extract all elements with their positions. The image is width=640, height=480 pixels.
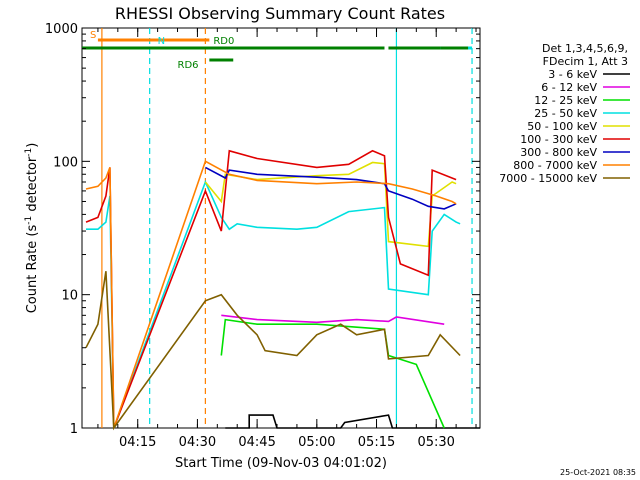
attenuator-bars: S N RD0 RD6 [82,30,473,71]
x-tick-label: 04:45 [238,435,275,450]
series-line [204,161,457,248]
legend-label: 300 - 800 keV [520,146,597,159]
y-tick-label: 1 [70,422,78,437]
legend-header-line-1: Det 1,3,4,5,6,9, [542,42,628,55]
legend-label: 12 - 25 keV [534,94,597,107]
series-line [205,166,457,210]
x-tick-label: 05:30 [417,435,454,450]
timestamp: 25-Oct-2021 08:35 [560,468,636,477]
series-line [225,414,480,429]
x-tick-label: 04:15 [119,435,156,450]
series-layer [85,149,480,431]
x-axis: 04:15 04:30 04:45 05:00 05:15 05:30 [97,28,477,450]
legend-label: 100 - 300 keV [520,133,597,146]
legend-label: 6 - 12 keV [541,81,597,94]
x-tick-label: 05:00 [298,435,335,450]
legend-label: 50 - 100 keV [527,120,597,133]
legend-header-line-2: FDecim 1, Att 3 [543,55,628,68]
series-line [220,318,445,429]
series-line [85,149,457,429]
series-line [86,179,461,429]
series-line [85,271,461,431]
y-axis: 1 10 100 1000 [45,22,480,437]
bar-label: S [90,30,96,41]
legend-label: 800 - 7000 keV [513,159,597,172]
series-line [221,314,445,325]
y-axis-label: Count Rate (s-1 detector-1) [24,143,40,314]
bar-label: RD6 [178,60,199,71]
y-tick-label: 10 [61,289,78,304]
series-line [85,160,457,429]
bar-label: RD0 [213,36,234,47]
legend-label: 3 - 6 keV [548,68,597,81]
x-tick-label: 05:15 [358,435,395,450]
legend: Det 1,3,4,5,6,9, FDecim 1, Att 3 3 - 6 k… [499,42,630,185]
legend-label: 7000 - 15000 keV [499,172,597,185]
legend-label: 25 - 50 keV [534,107,597,120]
chart-title: RHESSI Observing Summary Count Rates [115,4,445,23]
bar-label: N [158,36,165,47]
marker-lines [101,28,473,428]
y-tick-label: 100 [53,155,78,170]
y-tick-label: 1000 [45,22,78,37]
x-tick-label: 04:30 [179,435,216,450]
x-axis-label: Start Time (09-Nov-03 04:01:02) [175,456,387,471]
plot-area: S N RD0 RD6 1 10 100 1000 04:15 04:30 04:45 05:00… [45,22,481,450]
